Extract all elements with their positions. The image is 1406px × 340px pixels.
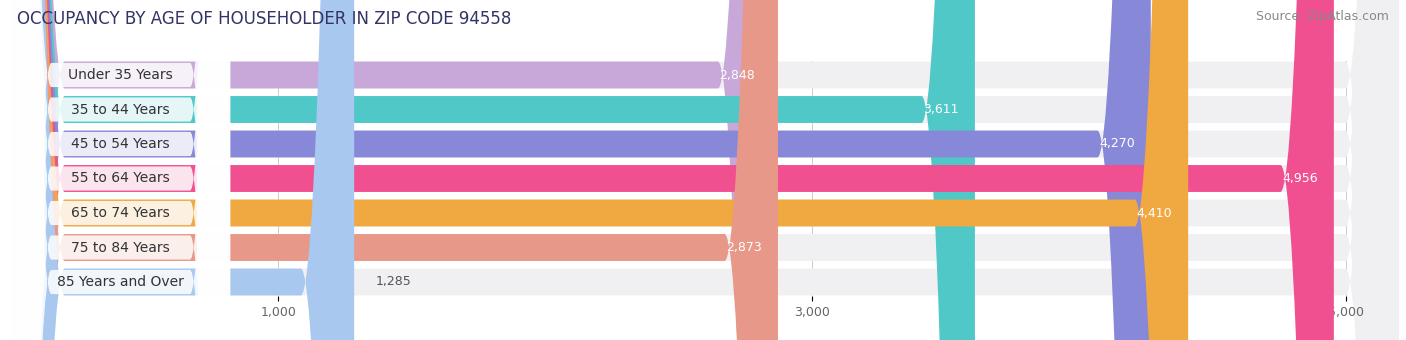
Text: Under 35 Years: Under 35 Years bbox=[69, 68, 173, 82]
Text: 2,848: 2,848 bbox=[720, 68, 755, 82]
FancyBboxPatch shape bbox=[11, 0, 231, 340]
FancyBboxPatch shape bbox=[11, 0, 1399, 340]
FancyBboxPatch shape bbox=[11, 0, 1399, 340]
FancyBboxPatch shape bbox=[11, 0, 231, 340]
FancyBboxPatch shape bbox=[11, 0, 1399, 340]
FancyBboxPatch shape bbox=[11, 0, 1188, 340]
FancyBboxPatch shape bbox=[11, 0, 354, 340]
Text: 4,956: 4,956 bbox=[1282, 172, 1317, 185]
Text: 1,285: 1,285 bbox=[375, 275, 412, 289]
Text: 55 to 64 Years: 55 to 64 Years bbox=[72, 171, 170, 186]
Text: 4,270: 4,270 bbox=[1099, 137, 1135, 151]
FancyBboxPatch shape bbox=[11, 0, 231, 340]
Text: 45 to 54 Years: 45 to 54 Years bbox=[72, 137, 170, 151]
FancyBboxPatch shape bbox=[11, 0, 231, 340]
Text: Source: ZipAtlas.com: Source: ZipAtlas.com bbox=[1256, 10, 1389, 23]
FancyBboxPatch shape bbox=[11, 0, 231, 340]
Text: 4,410: 4,410 bbox=[1136, 206, 1173, 220]
FancyBboxPatch shape bbox=[11, 0, 778, 340]
FancyBboxPatch shape bbox=[11, 0, 1399, 340]
Text: OCCUPANCY BY AGE OF HOUSEHOLDER IN ZIP CODE 94558: OCCUPANCY BY AGE OF HOUSEHOLDER IN ZIP C… bbox=[17, 10, 512, 28]
Text: 65 to 74 Years: 65 to 74 Years bbox=[72, 206, 170, 220]
Text: 85 Years and Over: 85 Years and Over bbox=[58, 275, 184, 289]
Text: 75 to 84 Years: 75 to 84 Years bbox=[72, 240, 170, 255]
Text: 2,873: 2,873 bbox=[727, 241, 762, 254]
FancyBboxPatch shape bbox=[11, 0, 231, 340]
FancyBboxPatch shape bbox=[11, 0, 974, 340]
FancyBboxPatch shape bbox=[11, 0, 231, 340]
FancyBboxPatch shape bbox=[11, 0, 1399, 340]
FancyBboxPatch shape bbox=[11, 0, 1399, 340]
FancyBboxPatch shape bbox=[11, 0, 1334, 340]
Text: 3,611: 3,611 bbox=[924, 103, 959, 116]
FancyBboxPatch shape bbox=[11, 0, 1399, 340]
FancyBboxPatch shape bbox=[11, 0, 1150, 340]
Text: 35 to 44 Years: 35 to 44 Years bbox=[72, 102, 170, 117]
FancyBboxPatch shape bbox=[11, 0, 772, 340]
